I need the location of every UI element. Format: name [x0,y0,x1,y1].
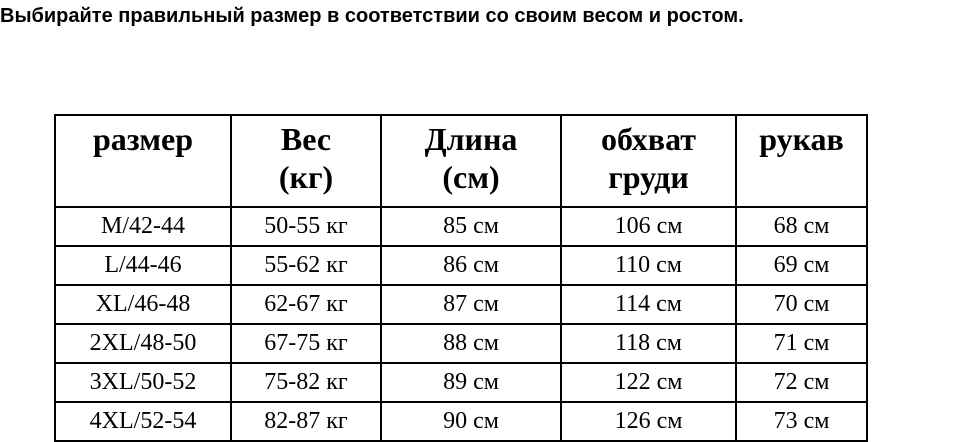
table-cell: 2XL/48-50 [54,323,232,364]
table-cell: 89 см [380,362,562,403]
table-cell: 87 см [380,284,562,325]
table-cell: 4XL/52-54 [54,401,232,442]
table-cell: 70 см [735,284,868,325]
table-cell: 71 см [735,323,868,364]
size-table: размер Вес (кг) Длина (см) обхват груди рукав M… [54,114,868,442]
table-cell: 106 см [560,206,737,247]
header-line: (см) [442,159,500,195]
column-header: обхват груди [560,114,737,208]
table-cell: M/42-44 [54,206,232,247]
header-line: размер [93,121,193,157]
table-cell: 114 см [560,284,737,325]
table-cell: 62-67 кг [230,284,382,325]
table-cell: 90 см [380,401,562,442]
column-header: Длина (см) [380,114,562,208]
table-cell: 86 см [380,245,562,286]
title: Выбирайте правильный размер в соответств… [0,5,744,27]
table-cell: 55-62 кг [230,245,382,286]
table-cell: 85 см [380,206,562,247]
table-row: XL/46-48 62-67 кг 87 см 114 см 70 см [54,284,868,325]
table-cell: L/44-46 [54,245,232,286]
table-body: M/42-44 50-55 кг 85 см 106 см 68 см L/44-46 55… [54,206,868,442]
table-row: L/44-46 55-62 кг 86 см 110 см 69 см [54,245,868,286]
table-cell: 67-75 кг [230,323,382,364]
table-cell: 126 см [560,401,737,442]
table-row: M/42-44 50-55 кг 85 см 106 см 68 см [54,206,868,247]
table-row: 3XL/50-52 75-82 кг 89 см 122 см 72 см [54,362,868,403]
column-header: Вес (кг) [230,114,382,208]
table-cell: 88 см [380,323,562,364]
table-cell: 68 см [735,206,868,247]
header-row: размер Вес (кг) Длина (см) обхват груди рукав [54,114,868,208]
table-cell: 3XL/50-52 [54,362,232,403]
table-cell: 73 см [735,401,868,442]
table-cell: 122 см [560,362,737,403]
table-row: 4XL/52-54 82-87 кг 90 см 126 см 73 см [54,401,868,442]
column-header: рукав [735,114,868,208]
table-cell: XL/46-48 [54,284,232,325]
table-cell: 82-87 кг [230,401,382,442]
table-cell: 72 см [735,362,868,403]
column-header: размер [54,114,232,208]
table-cell: 69 см [735,245,868,286]
header-line: обхват [601,121,696,157]
table-cell: 75-82 кг [230,362,382,403]
header-line: Вес [280,121,332,157]
table-row: 2XL/48-50 67-75 кг 88 см 118 см 71 см [54,323,868,364]
header-line: рукав [759,121,844,157]
header-line: Длина [424,121,518,157]
table-cell: 110 см [560,245,737,286]
header-line: (кг) [278,159,334,195]
header-line: груди [608,159,689,195]
table-cell: 50-55 кг [230,206,382,247]
table-cell: 118 см [560,323,737,364]
